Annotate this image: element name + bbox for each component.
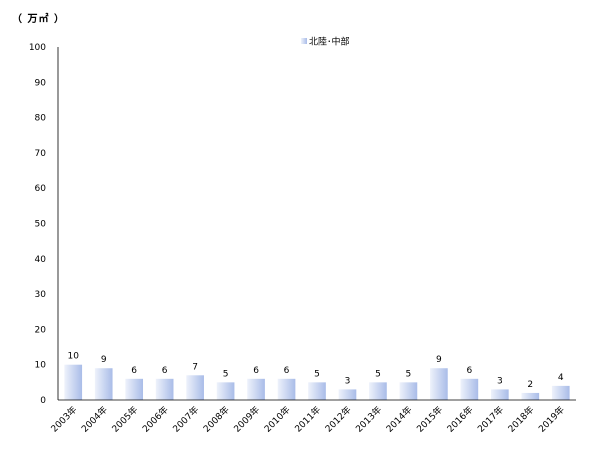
x-tick-label: 2017年 xyxy=(475,404,506,435)
bar-value-label: 5 xyxy=(406,369,412,379)
axes xyxy=(57,47,576,401)
data-labels: 10 9 6 6 7 5 6 6 5 3 5 5 9 6 3 2 4 xyxy=(68,352,564,390)
bar-value-label: 5 xyxy=(314,369,320,379)
x-tick-label: 2011年 xyxy=(292,404,323,435)
bar-value-label: 2 xyxy=(527,380,533,390)
y-tick-label: 50 xyxy=(35,220,47,230)
bar xyxy=(551,385,570,400)
x-tick-label: 2015年 xyxy=(414,404,445,435)
x-axis-ticks: 2003年 2004年 2005年 2006年 2007年 2008年 2009年 2010年… xyxy=(48,404,567,435)
x-tick-label: 2005年 xyxy=(109,404,140,435)
y-tick-label: 10 xyxy=(35,361,47,371)
bar xyxy=(216,382,235,400)
bar-value-label: 6 xyxy=(466,366,472,376)
x-tick-label: 2019年 xyxy=(536,404,567,435)
bar xyxy=(277,378,296,400)
y-tick-label: 40 xyxy=(35,255,47,265)
y-axis-ticks: 0 10 20 30 40 50 60 70 80 90 100 xyxy=(29,43,46,406)
y-tick-label: 20 xyxy=(35,325,47,335)
bar xyxy=(186,375,204,400)
bar-value-label: 9 xyxy=(436,355,442,365)
bar xyxy=(490,389,509,400)
x-tick-label: 2012年 xyxy=(323,404,354,435)
bar xyxy=(125,378,144,400)
legend-label: 北陸･中部 xyxy=(309,36,350,48)
x-tick-label: 2008年 xyxy=(201,404,232,435)
x-tick-label: 2007年 xyxy=(170,404,201,435)
bar-value-label: 9 xyxy=(101,355,107,365)
x-tick-label: 2004年 xyxy=(79,404,110,435)
bar xyxy=(460,378,479,400)
x-tick-label: 2006年 xyxy=(140,404,171,435)
x-tick-label: 2018年 xyxy=(505,404,536,435)
y-tick-label: 70 xyxy=(35,149,47,159)
bar xyxy=(399,382,418,400)
bar xyxy=(338,389,357,400)
bar-value-label: 5 xyxy=(375,369,381,379)
legend: 北陸･中部 xyxy=(301,36,350,48)
bar-value-label: 3 xyxy=(497,376,503,386)
bar-value-label: 6 xyxy=(131,366,137,376)
x-tick-label: 2003年 xyxy=(48,404,79,435)
bar xyxy=(247,378,265,400)
x-tick-label: 2010年 xyxy=(262,404,293,435)
x-tick-label: 2014年 xyxy=(383,404,414,435)
bar-value-label: 6 xyxy=(162,366,168,376)
bar-value-label: 6 xyxy=(284,366,290,376)
bar xyxy=(521,392,540,400)
y-tick-label: 30 xyxy=(35,290,47,300)
bar xyxy=(155,378,174,400)
x-tick-label: 2016年 xyxy=(444,404,475,435)
bar-value-label: 5 xyxy=(223,369,229,379)
bar-value-label: 3 xyxy=(345,376,351,386)
bar-value-label: 7 xyxy=(192,362,198,372)
x-tick-label: 2013年 xyxy=(353,404,384,435)
y-tick-label: 100 xyxy=(29,43,46,53)
bar xyxy=(430,368,448,400)
y-tick-label: 90 xyxy=(35,78,47,88)
bar xyxy=(308,382,326,400)
bar xyxy=(369,382,387,400)
legend-swatch xyxy=(301,38,307,44)
bar-value-label: 4 xyxy=(558,373,564,383)
y-tick-label: 80 xyxy=(35,114,47,124)
x-tick-label: 2009年 xyxy=(231,404,262,435)
bar xyxy=(94,368,113,400)
y-tick-label: 60 xyxy=(35,184,47,194)
bar xyxy=(64,364,83,400)
bars xyxy=(64,364,570,400)
bar-value-label: 10 xyxy=(68,352,80,362)
unit-label: （ 万㎡ ） xyxy=(12,14,65,25)
y-tick-label: 0 xyxy=(40,396,46,406)
bar-value-label: 6 xyxy=(253,366,259,376)
